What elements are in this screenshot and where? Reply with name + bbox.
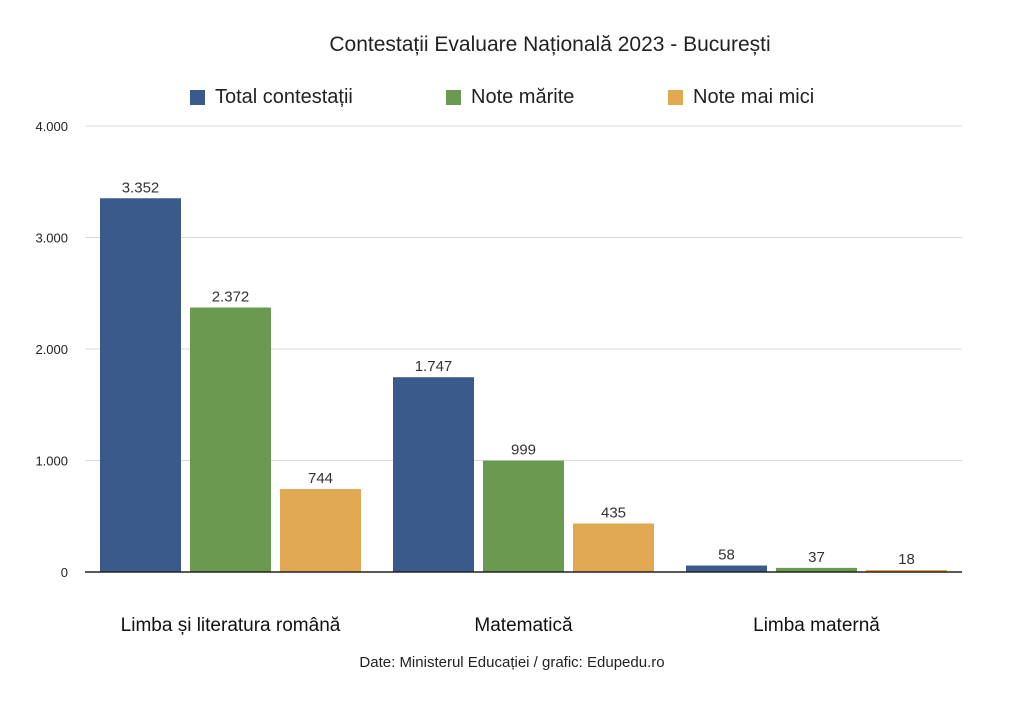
bar <box>393 377 474 572</box>
y-tick-label: 3.000 <box>35 231 68 246</box>
legend-swatch-mici <box>668 90 683 105</box>
x-category-label: Limba și literatura română <box>121 615 341 636</box>
x-category-label: Limba maternă <box>753 615 880 636</box>
legend-label-marite: Note mărite <box>471 86 575 108</box>
source-note: Date: Ministerul Educației / grafic: Edu… <box>359 654 665 671</box>
bar <box>776 567 857 572</box>
y-tick-label: 1.000 <box>35 454 68 469</box>
y-tick-label: 4.000 <box>35 119 68 134</box>
y-tick-label: 0 <box>61 565 68 580</box>
bar <box>573 523 654 572</box>
chart-title: Contestații Evaluare Națională 2023 - Bu… <box>329 33 771 56</box>
legend-label-total: Total contestații <box>215 86 353 108</box>
legend-item-total: Total contestații <box>190 86 353 109</box>
data-label: 2.372 <box>212 289 250 306</box>
data-label: 999 <box>511 442 536 459</box>
data-label: 58 <box>718 547 735 564</box>
legend-swatch-total <box>190 90 205 105</box>
bar <box>100 198 181 572</box>
bar <box>866 569 947 572</box>
legend-label-mici: Note mai mici <box>693 86 815 108</box>
legend-item-marite: Note mărite <box>446 86 574 109</box>
bar <box>686 565 767 572</box>
legend-swatch-marite <box>446 90 461 105</box>
bar <box>483 460 564 572</box>
data-label: 3.352 <box>122 179 160 196</box>
bar <box>190 307 271 572</box>
chart-legend: Total contestații Note mărite Note mai m… <box>0 86 1024 112</box>
data-label: 744 <box>308 470 333 487</box>
legend-item-mici: Note mai mici <box>668 86 814 109</box>
y-tick-label: 2.000 <box>35 342 68 357</box>
data-label: 37 <box>808 549 825 566</box>
bar <box>280 489 361 572</box>
x-category-label: Matematică <box>474 615 573 636</box>
data-label: 435 <box>601 504 626 521</box>
data-label: 18 <box>898 551 915 568</box>
data-label: 1.747 <box>415 358 453 375</box>
